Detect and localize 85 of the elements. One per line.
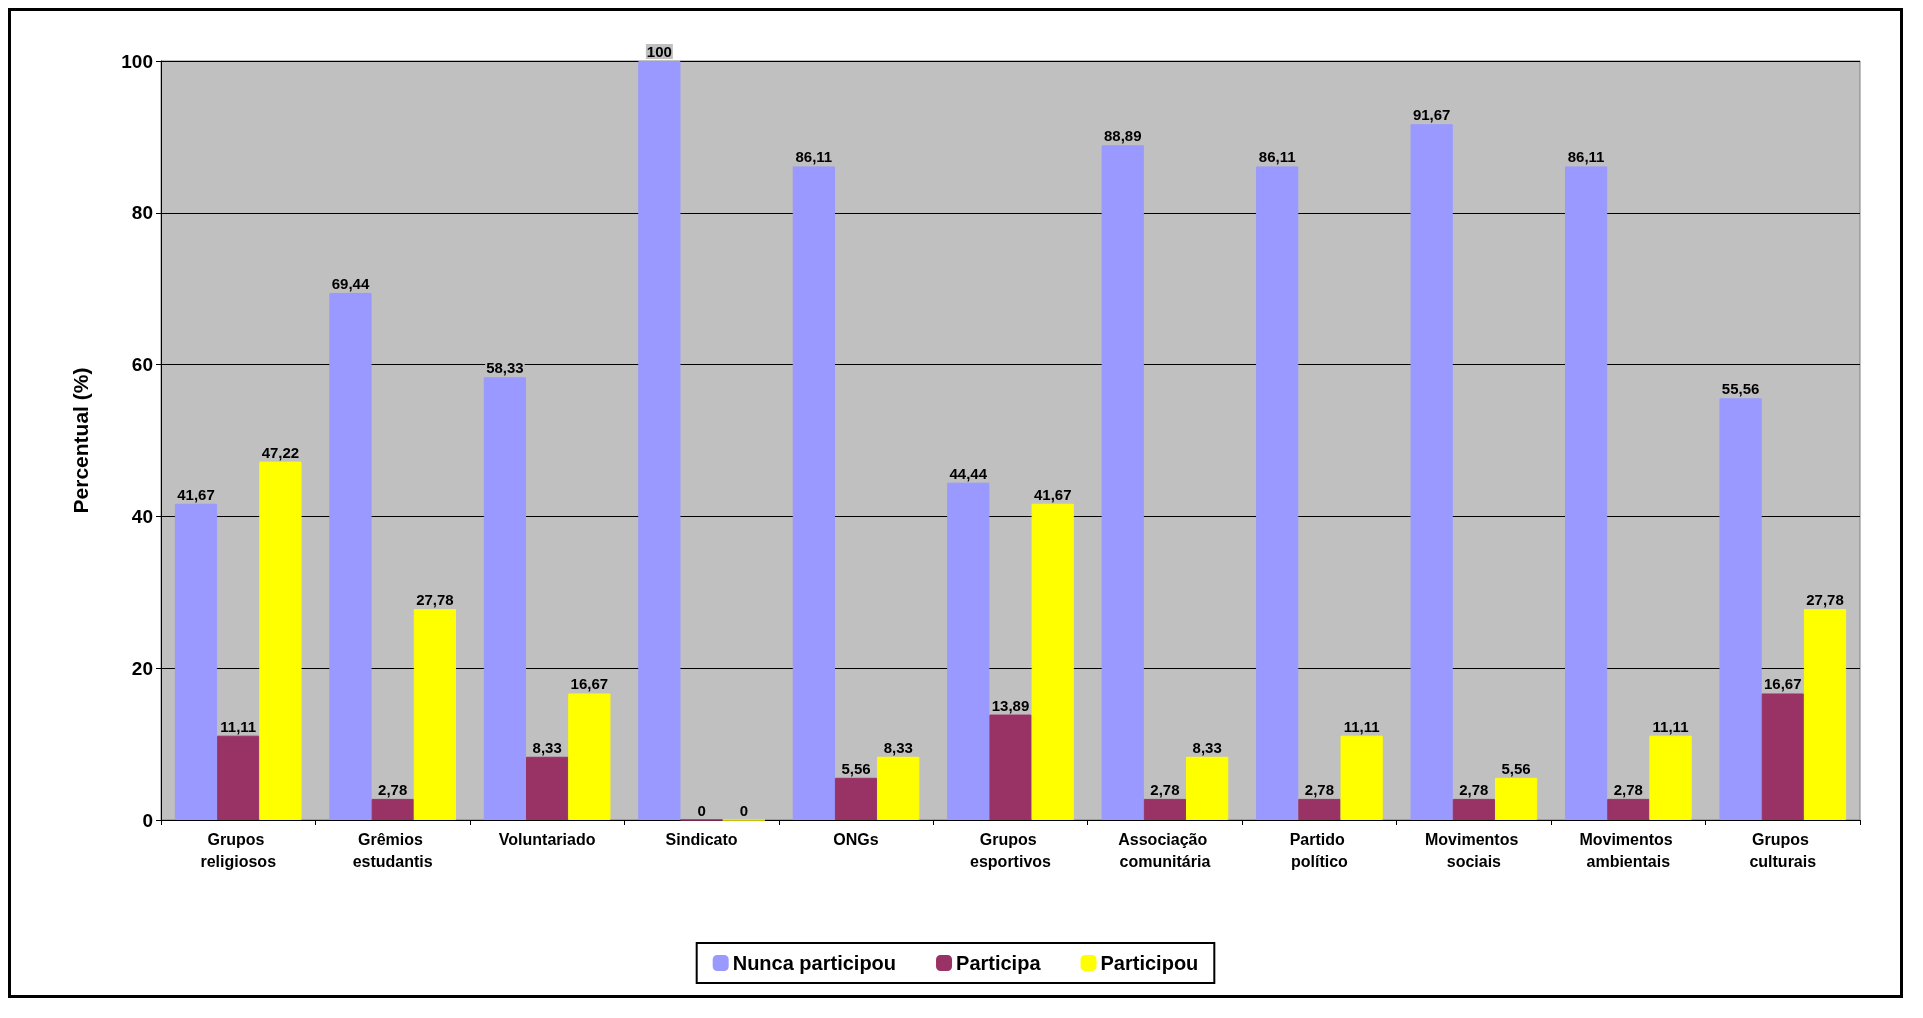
bar xyxy=(1761,693,1804,820)
data-label: 11,11 xyxy=(1343,717,1380,735)
x-tick-label: Movimentos ambientais xyxy=(1579,830,1678,870)
bar xyxy=(1410,124,1453,820)
data-label: 2,78 xyxy=(1150,780,1180,798)
data-label: 11,11 xyxy=(220,717,257,735)
bar xyxy=(1494,777,1538,820)
bar xyxy=(413,609,457,820)
data-label: 13,89 xyxy=(991,696,1030,714)
bar xyxy=(1143,798,1187,820)
data-label: 91,67 xyxy=(1412,106,1451,124)
bar xyxy=(259,461,302,820)
x-tick-label: Grupos religiosos xyxy=(200,830,277,870)
data-label: 86,11 xyxy=(1567,148,1605,166)
x-tick-label: Grêmios estudantis xyxy=(352,830,433,870)
data-label: 16,67 xyxy=(1764,675,1802,693)
data-label: 69,44 xyxy=(331,274,370,292)
x-tick-label: ONGs xyxy=(833,830,879,848)
bar xyxy=(483,377,527,820)
data-label: 88,89 xyxy=(1103,127,1142,145)
data-label: 47,22 xyxy=(261,443,300,461)
data-label: 100 xyxy=(646,43,672,60)
data-label: 86,11 xyxy=(795,148,833,166)
bar xyxy=(568,693,611,820)
data-label: 16,67 xyxy=(570,675,609,693)
x-tick-label: Movimentos sociais xyxy=(1424,830,1523,870)
x-tick-label: Grupos culturais xyxy=(1749,830,1817,870)
bar xyxy=(1649,735,1692,820)
bar xyxy=(792,166,835,820)
data-label: 8,33 xyxy=(532,738,562,756)
legend-label: Participa xyxy=(956,952,1042,974)
data-label: 0 xyxy=(697,801,706,819)
y-tick-label: 100 xyxy=(121,50,153,72)
data-label: 55,56 xyxy=(1721,380,1760,398)
bar xyxy=(1564,166,1608,820)
y-tick-label: 0 xyxy=(142,809,153,831)
x-tick-label: Voluntariado xyxy=(498,830,596,848)
bar xyxy=(1101,145,1144,820)
data-label: 41,67 xyxy=(177,485,215,503)
data-label: 8,33 xyxy=(883,738,913,756)
x-tick-label: Partido político xyxy=(1289,830,1350,870)
data-label: 2,78 xyxy=(1613,780,1643,798)
data-label: 27,78 xyxy=(416,591,454,609)
bar xyxy=(989,714,1032,820)
y-tick-label: 60 xyxy=(131,354,153,376)
data-label: 5,56 xyxy=(1501,759,1531,777)
data-label: 44,44 xyxy=(949,464,988,482)
data-label: 2,78 xyxy=(1304,780,1335,798)
bar xyxy=(1719,398,1762,820)
bar xyxy=(329,292,372,820)
data-label: 86,11 xyxy=(1258,148,1296,166)
data-label: 11,11 xyxy=(1652,717,1689,735)
bar xyxy=(174,503,218,820)
bar xyxy=(877,756,920,820)
legend-label: Participou xyxy=(1100,952,1199,974)
bar xyxy=(1256,166,1299,820)
bar xyxy=(1298,798,1341,820)
bar xyxy=(1803,609,1847,820)
x-tick-label: Grupos esportivos xyxy=(970,830,1052,870)
bar xyxy=(1186,756,1229,820)
x-tick-label: Associação comunitária xyxy=(1118,830,1212,870)
bar xyxy=(947,482,990,820)
data-label: 58,33 xyxy=(486,359,524,377)
data-label: 27,78 xyxy=(1806,591,1844,609)
bar xyxy=(1340,735,1383,820)
x-tick-label: Sindicato xyxy=(665,830,738,848)
bar xyxy=(526,756,569,820)
data-label: 5,56 xyxy=(841,759,871,777)
y-axis-title: Percentual (%) xyxy=(69,367,92,514)
legend-label: Nunca participou xyxy=(732,952,897,974)
bar xyxy=(638,61,681,820)
bar xyxy=(834,777,878,820)
bar xyxy=(217,735,260,820)
bar xyxy=(371,798,414,820)
bar xyxy=(1607,798,1650,820)
bar xyxy=(1452,798,1495,820)
data-label: 0 xyxy=(739,801,748,819)
y-tick-label: 20 xyxy=(131,657,153,679)
y-tick-label: 40 xyxy=(131,505,153,527)
data-label: 41,67 xyxy=(1033,485,1072,503)
data-label: 2,78 xyxy=(378,780,408,798)
data-label: 8,33 xyxy=(1192,738,1222,756)
y-tick-label: 80 xyxy=(131,202,153,224)
bar xyxy=(1031,503,1074,820)
data-label: 2,78 xyxy=(1459,780,1489,798)
